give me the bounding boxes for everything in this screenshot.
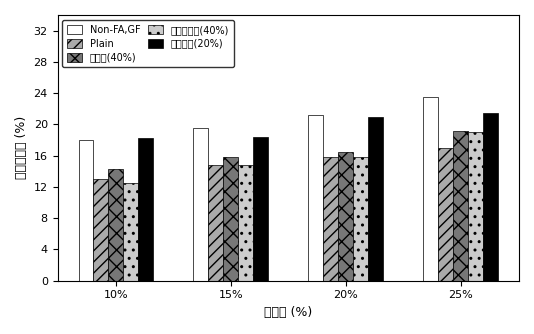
Bar xyxy=(323,157,338,281)
Legend: Non-FA,GF, Plain, 석탄재(40%), 철강슬래그(40%), 재생골재(20%): Non-FA,GF, Plain, 석탄재(40%), 철강슬래그(40%), … xyxy=(62,20,233,67)
Bar xyxy=(308,115,323,281)
Bar xyxy=(368,117,383,281)
Bar xyxy=(483,113,498,281)
Bar xyxy=(353,157,368,281)
Bar xyxy=(468,132,483,281)
Bar xyxy=(238,165,253,281)
Bar xyxy=(138,139,153,281)
Bar xyxy=(338,152,353,281)
Bar xyxy=(208,165,223,281)
Bar xyxy=(93,179,108,281)
Bar xyxy=(253,137,268,281)
Bar xyxy=(78,140,93,281)
X-axis label: 공극률 (%): 공극률 (%) xyxy=(264,306,312,319)
Bar xyxy=(108,169,123,281)
Bar xyxy=(423,97,438,281)
Bar xyxy=(223,157,238,281)
Bar xyxy=(123,183,138,281)
Bar xyxy=(453,131,468,281)
Bar xyxy=(193,128,208,281)
Bar xyxy=(438,148,453,281)
Y-axis label: 질량감소율 (%): 질량감소율 (%) xyxy=(15,116,28,179)
